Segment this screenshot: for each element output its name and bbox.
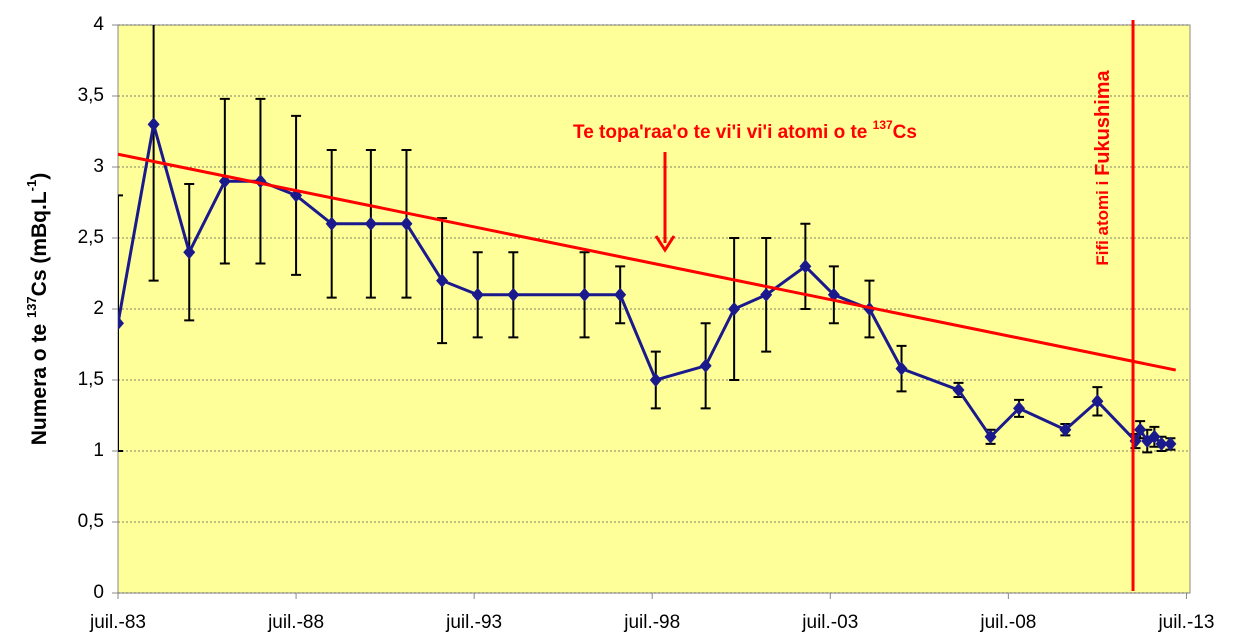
data-point (471, 287, 484, 302)
y-tick-label: 1 (93, 440, 104, 461)
y-tick-label: 2,5 (78, 227, 104, 248)
data-point (1164, 436, 1177, 451)
trend-label: Te topa'raa'o te vi'i vi'i atomi o te 13… (573, 118, 917, 143)
marks (118, 25, 1177, 454)
data-point (1155, 436, 1168, 451)
y-tick-label: 0 (93, 582, 104, 603)
data-point (147, 117, 160, 132)
error-bar (118, 194, 123, 452)
data-point (984, 429, 997, 444)
annotation-arrowhead (654, 235, 676, 253)
data-point (183, 245, 196, 260)
trend-line (117, 152, 1177, 372)
x-tick-label: juil.-93 (445, 612, 502, 633)
data-point (728, 302, 741, 316)
data-point (1091, 394, 1104, 409)
data-point (760, 287, 773, 302)
data-point (364, 216, 377, 231)
vline-label: Fifi atomi i Fukushima (1092, 69, 1114, 265)
data-point (952, 382, 965, 397)
x-tick-label: juil.-08 (979, 612, 1036, 633)
y-tick-label: 2 (93, 298, 104, 319)
y-tick-label: 3,5 (78, 85, 104, 106)
data-point (649, 373, 662, 387)
data-point (799, 259, 812, 274)
x-tick-label: juil.-83 (89, 612, 146, 633)
y-axis-label: Numera o te 137Cs (mBq.L-1) (24, 173, 50, 445)
data-point (614, 287, 627, 302)
data-point (578, 287, 591, 302)
x-tick-label: juil.-03 (801, 612, 858, 633)
y-tick-label: 4 (93, 14, 104, 35)
data-point (1148, 429, 1161, 444)
x-tick-label: juil.-98 (623, 612, 680, 633)
y-tick-label: 0,5 (78, 511, 104, 532)
data-point (507, 287, 520, 302)
data-point (436, 273, 449, 288)
overlay: 0 0,5 1 1,5 2 2,5 3 3,5 4 juil.-83 juil.-88 juil.-9… (78, 14, 1215, 633)
data-point (1013, 401, 1026, 416)
data-point (325, 216, 338, 231)
x-tick-label: juil.-13 (1157, 612, 1214, 633)
x-tick-label: juil.-88 (267, 612, 324, 633)
data-point (118, 316, 124, 331)
y-tick-label: 1,5 (78, 369, 104, 390)
data-point (1134, 422, 1147, 437)
y-tick-label: 3 (93, 156, 104, 177)
data-point (1059, 422, 1072, 437)
data-point (400, 216, 413, 231)
data-point (699, 358, 712, 373)
data-point (895, 361, 908, 376)
